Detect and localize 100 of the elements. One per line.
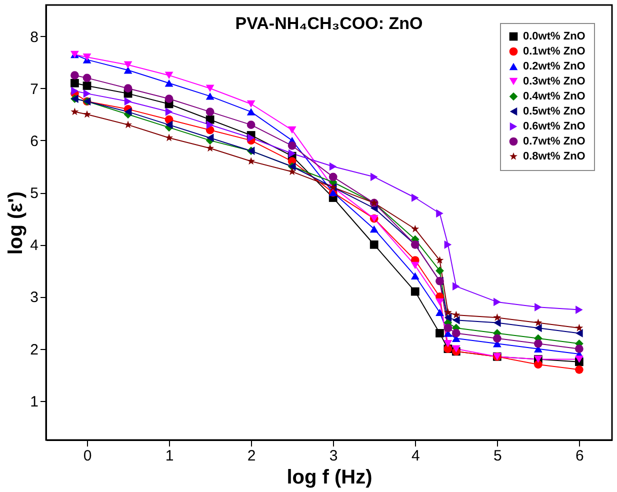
point — [575, 365, 584, 374]
point — [165, 134, 174, 142]
point — [246, 108, 256, 116]
point — [206, 120, 214, 130]
point — [534, 360, 542, 369]
point — [436, 308, 444, 316]
point — [247, 157, 256, 165]
legend-label: 0.5wt% ZnO — [523, 106, 586, 118]
point — [246, 120, 256, 129]
point — [124, 120, 132, 128]
point — [492, 334, 502, 343]
point — [452, 329, 460, 338]
y-tick-label: 8 — [30, 28, 38, 46]
point — [444, 324, 452, 332]
point — [206, 144, 214, 152]
point — [412, 194, 419, 202]
point — [493, 313, 502, 321]
x-tick-label: 3 — [329, 448, 338, 464]
point — [436, 209, 444, 218]
point — [410, 272, 420, 280]
legend-label: 0.1wt% ZnO — [523, 46, 586, 58]
point — [534, 339, 542, 348]
point — [370, 225, 378, 233]
point — [370, 240, 378, 249]
x-tick-label: 2 — [247, 448, 256, 464]
legend-label: 0.4wt% ZnO — [523, 90, 586, 102]
point — [206, 92, 214, 100]
point — [444, 308, 452, 316]
point — [124, 61, 132, 69]
point — [452, 310, 460, 318]
legend-label: 0.8wt% ZnO — [523, 150, 586, 162]
point — [124, 97, 132, 106]
y-tick-label: 2 — [30, 341, 38, 358]
text: PVA-NH₄CH₃COO: ZnO — [235, 14, 423, 33]
point — [70, 78, 79, 88]
y-tick-label: 6 — [30, 132, 38, 150]
x-tick-label: 4 — [411, 448, 420, 464]
point — [164, 72, 174, 79]
x-axis-title: log f (Hz) — [286, 466, 372, 488]
point — [165, 108, 173, 116]
y-tick-label: 5 — [30, 185, 38, 202]
point — [575, 344, 584, 354]
point — [83, 89, 91, 98]
point — [436, 256, 444, 264]
point — [534, 324, 542, 332]
point — [575, 324, 584, 332]
y-tick-label: 7 — [30, 80, 38, 98]
legend-label: 0.0wt% ZnO — [523, 30, 586, 42]
point — [494, 318, 501, 327]
point — [436, 298, 444, 306]
point — [452, 282, 460, 290]
x-tick-label: 5 — [493, 448, 502, 464]
point — [575, 356, 584, 363]
point — [288, 141, 296, 150]
point — [165, 120, 173, 130]
point — [444, 340, 452, 348]
point — [329, 162, 337, 171]
point — [206, 84, 214, 92]
point — [410, 287, 420, 296]
point — [328, 172, 338, 182]
point — [288, 126, 296, 134]
x-tick-label: 1 — [165, 448, 174, 464]
point — [82, 53, 92, 61]
point — [534, 302, 542, 312]
x-tick-label: 0 — [83, 448, 92, 464]
point — [436, 266, 444, 275]
point — [124, 108, 132, 116]
point — [370, 172, 378, 182]
point — [206, 108, 214, 116]
point — [494, 298, 501, 306]
point — [82, 82, 92, 90]
point — [411, 224, 420, 232]
y-tick-label: 1 — [30, 393, 38, 410]
point — [70, 108, 79, 116]
legend-label: 0.6wt% ZnO — [523, 120, 586, 132]
point — [288, 168, 296, 176]
legend-label: 0.3wt% ZnO — [523, 76, 586, 88]
legend-label: 0.7wt% ZnO — [523, 136, 586, 148]
point — [576, 329, 583, 338]
point — [444, 313, 452, 322]
point — [70, 71, 79, 80]
point — [444, 240, 452, 249]
point — [246, 100, 256, 108]
y-tick-label: 3 — [30, 289, 38, 306]
point — [83, 110, 91, 118]
y-axis-title: log (ε') — [5, 191, 28, 255]
point — [452, 345, 460, 352]
point — [71, 86, 78, 96]
point — [534, 318, 542, 326]
legend-label: 0.2wt% ZnO — [523, 60, 586, 72]
point — [82, 74, 92, 82]
point — [410, 262, 420, 270]
point — [247, 134, 255, 142]
y-tick-label: 4 — [30, 237, 38, 254]
point — [164, 80, 174, 87]
point — [206, 134, 214, 142]
point — [164, 94, 174, 103]
point — [452, 316, 460, 324]
x-tick-label: 6 — [576, 448, 584, 464]
point — [436, 329, 444, 338]
